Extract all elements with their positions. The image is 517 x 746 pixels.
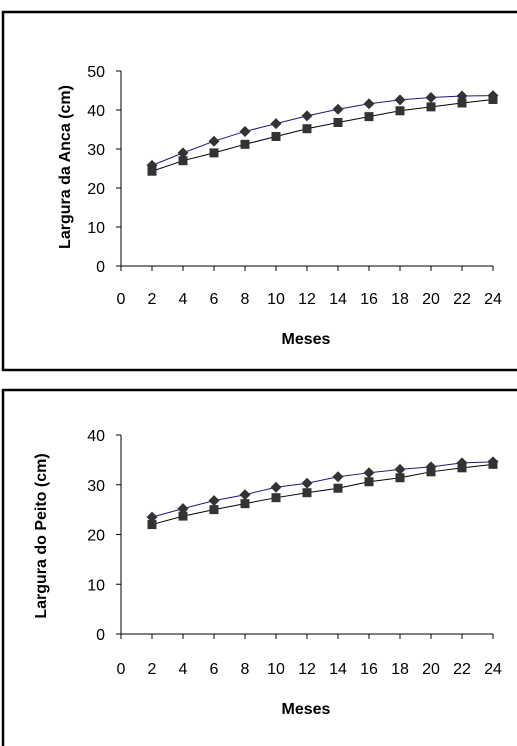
square-point [457,463,467,473]
diamond-point [177,147,189,159]
x-tick-label: 24 [484,291,502,308]
x-tick-label: 4 [179,291,188,308]
x-tick-label: 8 [241,661,250,678]
series-line-1 [151,95,494,166]
y-tick-label: 40 [87,103,105,120]
x-tick-label: 24 [484,661,502,678]
diamond-point [363,98,375,110]
square-point [147,520,157,530]
y-tick-label: 10 [87,220,105,237]
square-point [240,139,250,149]
series-line-1 [151,461,494,518]
square-point [395,473,405,483]
diamond-point [146,511,158,523]
diamond-point [301,110,313,122]
diamond-point [394,94,406,106]
square-point [209,505,219,515]
square-point [333,117,343,127]
square-point [488,94,498,104]
x-tick-label: 22 [453,661,471,678]
square-point [302,488,312,498]
diamond-point [239,125,251,137]
x-tick-label: 12 [298,661,316,678]
y-tick-label: 30 [87,142,105,159]
square-point [302,124,312,134]
x-tick-label: 12 [298,291,316,308]
chart-panel-peito: 0 10 20 30 40 0 2 4 6 8 10 12 14 16 18 20 22 24 Meses Lar… [0,372,517,746]
diamond-point [425,92,437,104]
square-point [426,102,436,112]
y-tick-label: 30 [87,478,105,495]
diamond-point [208,135,220,147]
x-tick-label: 6 [210,291,219,308]
square-point [395,106,405,116]
x-tick-label: 0 [117,661,126,678]
x-tick-label: 10 [267,291,285,308]
square-point [457,98,467,108]
x-tick-label: 18 [391,661,409,678]
x-tick-label: 4 [179,661,188,678]
chart-frame [1,388,517,746]
chart-frame [1,10,517,372]
y-tick-label: 40 [87,428,105,445]
y-axis-title: Largura da Anca (cm) [57,85,74,249]
x-tick-label: 16 [360,661,378,678]
diamond-point [239,489,251,501]
x-tick-label: 20 [422,291,440,308]
square-point [147,166,157,176]
x-tick-label: 6 [210,661,219,678]
x-tick-label: 14 [329,661,347,678]
diamond-point [363,467,375,479]
x-axis-title: Meses [282,701,331,718]
diamond-point [208,495,220,507]
square-point [426,467,436,477]
y-axis-title: Largura do Peito (cm) [33,453,50,618]
square-point [178,511,188,521]
diamond-point [270,118,282,130]
series-line-2 [151,98,494,172]
x-tick-label: 14 [329,291,347,308]
y-tick-label: 0 [96,259,105,276]
x-tick-label: 10 [267,661,285,678]
diamond-point [177,503,189,515]
diamond-point [394,463,406,475]
y-tick-label: 20 [87,528,105,545]
square-point [364,112,374,122]
square-point [333,483,343,493]
square-point [178,156,188,166]
series-group [146,456,499,530]
series-line-2 [151,463,494,526]
x-tick-label: 18 [391,291,409,308]
square-point [271,493,281,503]
x-tick-label: 16 [360,291,378,308]
square-point [240,499,250,509]
chart-panel-anca: 0 10 20 30 40 50 0 2 4 6 8 10 12 14 16 18 20 22 24 Meses L… [0,0,517,372]
y-tick-label: 50 [87,64,105,81]
x-tick-label: 20 [422,661,440,678]
diamond-point [270,481,282,493]
x-axis-title: Meses [282,331,331,348]
x-tick-label: 2 [148,291,157,308]
y-tick-label: 10 [87,577,105,594]
x-tick-label: 2 [148,661,157,678]
square-point [364,477,374,487]
square-point [271,132,281,142]
x-tick-label: 0 [117,291,126,308]
diamond-point [332,103,344,115]
y-tick-label: 0 [96,627,105,644]
series-group [146,90,499,176]
square-point [488,459,498,469]
y-tick-label: 20 [87,181,105,198]
square-point [209,148,219,158]
x-tick-label: 8 [241,291,250,308]
diamond-point [301,477,313,489]
diamond-point [332,471,344,483]
x-tick-label: 22 [453,291,471,308]
